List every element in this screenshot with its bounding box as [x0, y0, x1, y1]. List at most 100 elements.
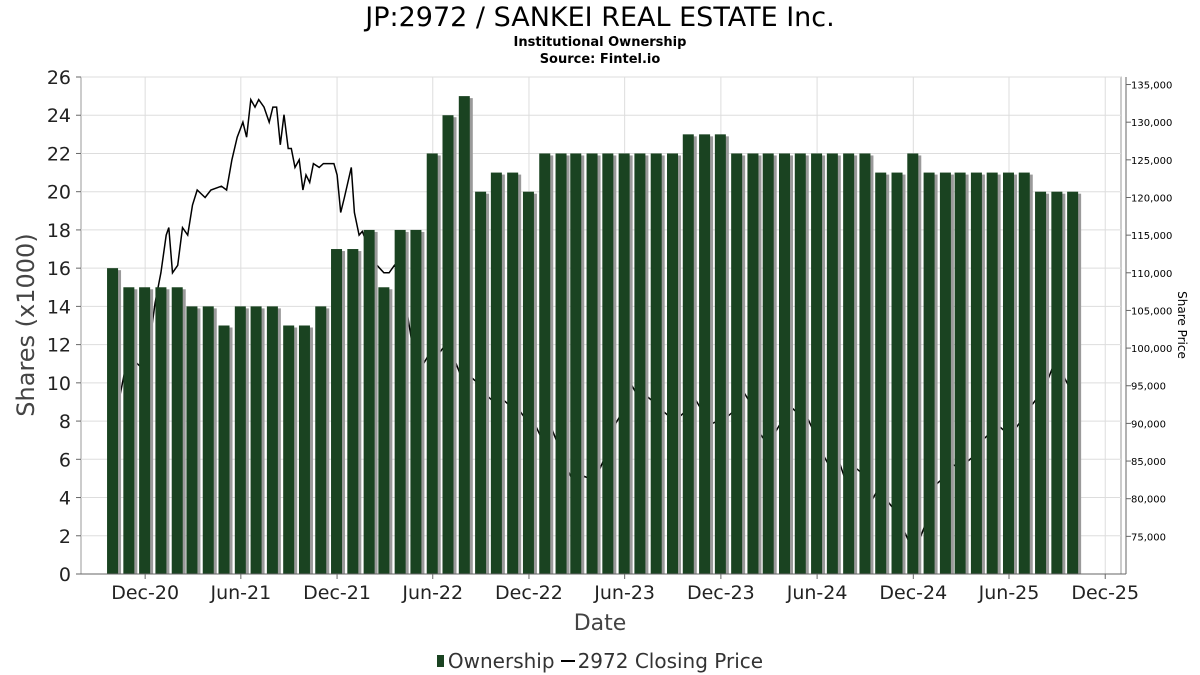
legend: Ownership 2972 Closing Price	[0, 647, 1200, 673]
ownership-bar	[490, 172, 502, 575]
ownership-bar	[747, 153, 759, 574]
ownership-bar	[586, 153, 598, 574]
y-tick-label: 10	[47, 373, 71, 395]
ownership-bar	[634, 153, 646, 574]
ownership-bar	[970, 172, 982, 575]
x-axis-label: Date	[574, 611, 627, 636]
y2-tick-label: 135,000	[1131, 81, 1172, 92]
y2-tick-label: 110,000	[1131, 269, 1172, 280]
ownership-bar	[250, 306, 262, 574]
legend-bar-swatch	[436, 654, 444, 667]
x-tick-label: Jun-23	[593, 582, 655, 604]
ownership-bar	[555, 153, 567, 574]
ownership-bar	[522, 191, 534, 574]
chart-title: JP:2972 / SANKEI REAL ESTATE Inc.	[365, 2, 835, 33]
ownership-bar	[570, 153, 582, 574]
ownership-bar	[682, 134, 694, 574]
ownership-bar	[315, 306, 327, 574]
y-tick-label: 22	[47, 143, 71, 165]
ownership-bar	[331, 249, 343, 575]
x-tick-label: Dec-23	[687, 582, 755, 604]
ownership-bar	[410, 229, 422, 574]
x-tick-label: Dec-25	[1071, 582, 1139, 604]
ownership-bar	[794, 153, 806, 574]
x-tick-label: Jun-21	[209, 582, 271, 604]
ownership-bar	[298, 325, 310, 574]
ownership-bar	[218, 325, 230, 574]
ownership-bar	[507, 172, 519, 575]
ownership-bar	[843, 153, 855, 574]
y2-tick-label: 120,000	[1131, 193, 1172, 204]
y-tick-label: 0	[59, 564, 71, 586]
ownership-bar	[731, 153, 743, 574]
ownership-bar	[363, 229, 375, 574]
y-tick-label: 26	[47, 67, 71, 89]
legend-ownership: Ownership	[447, 648, 555, 673]
y2-tick-label: 125,000	[1131, 156, 1172, 167]
ownership-bar	[826, 153, 838, 574]
y-tick-label: 20	[47, 182, 71, 204]
x-axis: Dec-20 Jun-21 Dec-21 Jun-22 Dec-22 Jun-23 Dec-…	[81, 573, 1139, 604]
ownership-bar	[107, 268, 119, 574]
ownership-bar	[347, 249, 359, 575]
ownership-bar	[778, 153, 790, 574]
y-tick-label: 6	[59, 449, 71, 471]
x-tick-label: Dec-22	[495, 582, 563, 604]
x-tick-label: Jun-24	[786, 582, 848, 604]
ownership-bar	[859, 153, 871, 574]
ownership-bar	[266, 306, 278, 574]
ownership-bar	[618, 153, 630, 574]
ownership-bar	[1051, 191, 1063, 574]
ownership-bar	[891, 172, 903, 575]
ownership-bar	[234, 306, 246, 574]
ownership-bar	[650, 153, 662, 574]
y2-tick-label: 100,000	[1131, 344, 1172, 355]
x-tick-label: Dec-20	[111, 582, 179, 604]
ownership-bar	[202, 306, 214, 574]
chart-subtitle: Institutional Ownership	[513, 35, 687, 50]
ownership-bar	[714, 134, 726, 574]
y-tick-label: 24	[47, 105, 71, 127]
y2-tick-label: 75,000	[1131, 532, 1166, 543]
y-axis-right: 75,000 80,000 85,000 90,000 95,000 100,000 105…	[1125, 77, 1172, 574]
ownership-bar	[378, 287, 390, 574]
ownership-bar	[939, 172, 951, 575]
y-tick-label: 4	[59, 488, 71, 510]
chart-source: Source: Fintel.io	[539, 52, 661, 67]
ownership-bar	[1002, 172, 1014, 575]
y-tick-label: 18	[47, 220, 71, 242]
ownership-bar	[699, 134, 711, 574]
ownership-bar	[1067, 191, 1079, 574]
y-tick-label: 16	[47, 258, 71, 280]
y2-tick-label: 80,000	[1131, 495, 1166, 506]
ownership-bars	[107, 96, 1082, 575]
y-tick-label: 14	[47, 296, 71, 318]
ownership-bar	[155, 287, 167, 574]
x-tick-label: Dec-21	[303, 582, 371, 604]
legend-line-swatch	[560, 659, 575, 662]
ownership-bar	[123, 287, 135, 574]
ownership-bar	[986, 172, 998, 575]
legend-price: 2972 Closing Price	[577, 648, 764, 673]
y2-tick-label: 105,000	[1131, 306, 1172, 317]
ownership-bar	[394, 229, 406, 574]
y2-tick-label: 130,000	[1131, 118, 1172, 129]
x-tick-label: Jun-22	[401, 582, 463, 604]
ownership-bar	[458, 96, 470, 574]
y-tick-label: 2	[59, 526, 71, 548]
ownership-bar	[539, 153, 551, 574]
ownership-bar	[875, 172, 887, 575]
ownership-bar	[139, 287, 151, 574]
y2-tick-label: 95,000	[1131, 382, 1166, 393]
x-tick-label: Dec-24	[879, 582, 947, 604]
ownership-bar	[171, 287, 183, 574]
ownership-bar	[762, 153, 774, 574]
ownership-bar	[1035, 191, 1047, 574]
ownership-bar	[186, 306, 198, 574]
ownership-bar	[954, 172, 966, 575]
ownership-bar	[283, 325, 295, 574]
y2-tick-label: 115,000	[1131, 231, 1172, 242]
ownership-bar	[907, 153, 919, 574]
